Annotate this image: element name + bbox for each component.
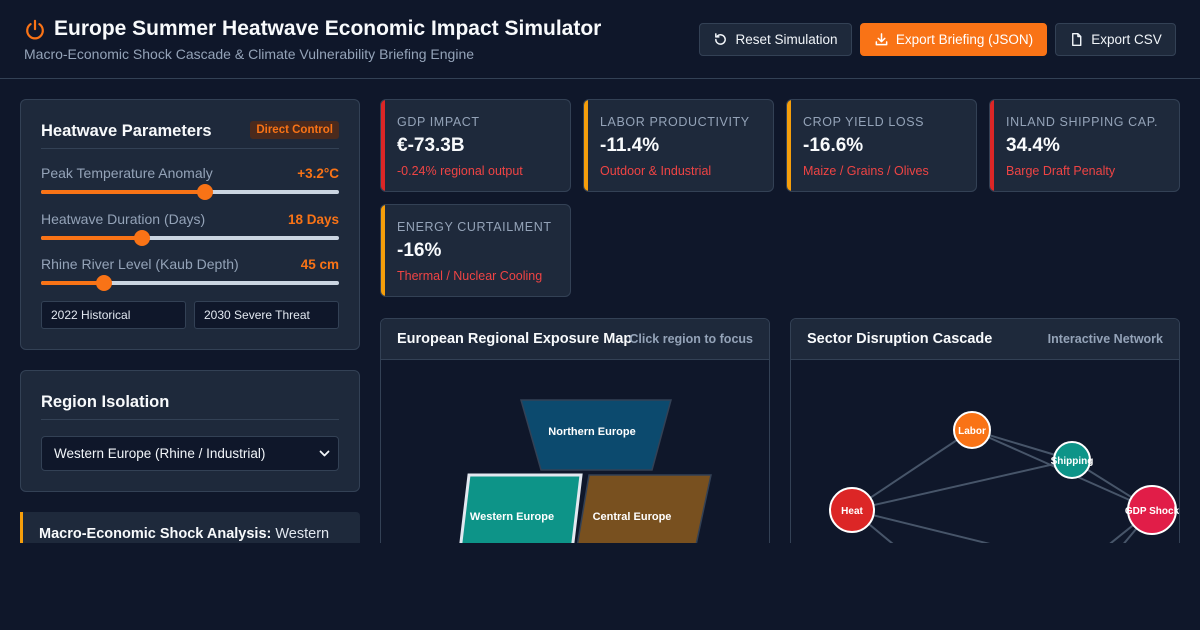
- preset-2022-historical-button[interactable]: 2022 Historical: [41, 301, 186, 329]
- map-hint: Click region to focus: [629, 332, 753, 346]
- app-subtitle: Macro-Economic Shock Cascade & Climate V…: [24, 46, 475, 62]
- map-title: European Regional Exposure Map: [397, 331, 633, 347]
- sector-cascade-panel: Sector Disruption Cascade Interactive Ne…: [790, 318, 1180, 558]
- region-select[interactable]: Western Europe (Rhine / Industrial): [41, 436, 339, 471]
- network-title: Sector Disruption Cascade: [807, 331, 993, 347]
- kpi-card-shipping: INLAND SHIPPING CAP. 34.4% Barge Draft P…: [989, 99, 1180, 192]
- kpi-accent: [381, 100, 385, 191]
- shock-analysis-callout: Macro-Economic Shock Analysis: Western: [20, 512, 360, 543]
- temperature-label: Peak Temperature Anomaly: [41, 165, 213, 181]
- region-label: Western Europe: [470, 511, 554, 523]
- kpi-card-labor: LABOR PRODUCTIVITY -11.4% Outdoor & Indu…: [583, 99, 774, 192]
- kpi-value: -16.6%: [803, 135, 864, 156]
- analysis-text: Western: [275, 526, 330, 542]
- node-label: Shipping: [1051, 456, 1094, 467]
- kpi-card-gdp: GDP IMPACT €-73.3B -0.24% regional outpu…: [380, 99, 571, 192]
- region-isolation-panel: Region Isolation Western Europe (Rhine /…: [20, 370, 360, 492]
- kpi-label: LABOR PRODUCTIVITY: [600, 115, 750, 129]
- kpi-subtext: Outdoor & Industrial: [600, 164, 712, 178]
- duration-slider[interactable]: [41, 230, 339, 246]
- reset-simulation-button[interactable]: Reset Simulation: [699, 23, 852, 56]
- kpi-label: GDP IMPACT: [397, 115, 480, 129]
- region-select-value: Western Europe (Rhine / Industrial): [54, 446, 266, 461]
- viewport-cutoff: [0, 543, 1200, 630]
- slider-thumb[interactable]: [196, 184, 213, 200]
- region-northern-europe[interactable]: Northern Europe: [520, 399, 672, 471]
- export-briefing-button[interactable]: Export Briefing (JSON): [860, 23, 1047, 56]
- kpi-value: -11.4%: [600, 135, 660, 156]
- kpi-subtext: Maize / Grains / Olives: [803, 164, 929, 178]
- export-csv-button[interactable]: Export CSV: [1055, 23, 1176, 56]
- file-icon: [1072, 32, 1082, 47]
- temperature-slider[interactable]: [41, 184, 339, 200]
- kpi-value: 34.4%: [1006, 135, 1060, 156]
- rhine-level-slider[interactable]: [41, 275, 339, 291]
- heatwave-parameters-panel: Heatwave Parameters Direct Control Peak …: [20, 99, 360, 350]
- kpi-subtext: -0.24% regional output: [397, 164, 523, 178]
- app-title: Europe Summer Heatwave Economic Impact S…: [54, 17, 602, 40]
- kpi-accent: [381, 205, 385, 296]
- rhine-level-value: 45 cm: [300, 257, 339, 272]
- region-western-europe[interactable]: Western Europe: [457, 473, 583, 558]
- network-node-heat[interactable]: Heat: [829, 487, 875, 533]
- node-label: GDP Shock: [1125, 506, 1180, 517]
- chevron-down-icon: [319, 450, 330, 457]
- kpi-subtext: Thermal / Nuclear Cooling: [397, 269, 543, 283]
- reset-icon: [715, 33, 727, 45]
- kpi-label: CROP YIELD LOSS: [803, 115, 925, 129]
- network-node-gdp-shock[interactable]: GDP Shock: [1125, 485, 1180, 535]
- panel-title: Heatwave Parameters: [41, 122, 212, 140]
- export-briefing-label: Export Briefing (JSON): [895, 32, 1034, 47]
- region-label: Central Europe: [593, 511, 672, 523]
- direct-control-badge: Direct Control: [250, 121, 339, 139]
- kpi-value: -16%: [397, 240, 442, 261]
- slider-thumb[interactable]: [134, 230, 151, 246]
- duration-value: 18 Days: [287, 212, 339, 227]
- kpi-accent: [990, 100, 994, 191]
- app-header: Europe Summer Heatwave Economic Impact S…: [0, 0, 1200, 79]
- kpi-label: INLAND SHIPPING CAP.: [1006, 115, 1159, 129]
- reset-simulation-label: Reset Simulation: [735, 32, 838, 47]
- kpi-subtext: Barge Draft Penalty: [1006, 164, 1116, 178]
- kpi-value: €-73.3B: [397, 135, 465, 156]
- download-icon: [875, 33, 888, 46]
- exposure-map: Northern Europe Western Europe Central E…: [457, 399, 712, 558]
- region-central-europe[interactable]: Central Europe: [574, 474, 712, 558]
- kpi-card-energy: ENERGY CURTAILMENT -16% Thermal / Nuclea…: [380, 204, 571, 297]
- power-icon: [26, 19, 44, 40]
- region-label: Northern Europe: [548, 426, 635, 438]
- temperature-value: +3.2°C: [297, 166, 339, 181]
- network-hint: Interactive Network: [1047, 332, 1163, 346]
- network-node-labor[interactable]: Labor: [953, 411, 991, 449]
- kpi-accent: [584, 100, 588, 191]
- kpi-card-crop: CROP YIELD LOSS -16.6% Maize / Grains / …: [786, 99, 977, 192]
- kpi-accent: [787, 100, 791, 191]
- slider-thumb[interactable]: [95, 275, 112, 291]
- duration-label: Heatwave Duration (Days): [41, 211, 206, 227]
- divider: [41, 148, 339, 149]
- panel-title: Region Isolation: [41, 393, 170, 411]
- node-label: Labor: [958, 426, 986, 437]
- sector-network: Heat Labor Shipping GDP Shock: [829, 411, 1180, 557]
- analysis-heading: Macro-Economic Shock Analysis:: [39, 526, 272, 542]
- divider: [41, 419, 339, 420]
- kpi-label: ENERGY CURTAILMENT: [397, 220, 552, 234]
- rhine-level-label: Rhine River Level (Kaub Depth): [41, 256, 239, 272]
- network-edges: [851, 429, 1153, 557]
- node-label: Heat: [841, 506, 863, 517]
- preset-2030-severe-button[interactable]: 2030 Severe Threat: [194, 301, 339, 329]
- network-node-shipping[interactable]: Shipping: [1051, 441, 1094, 479]
- exposure-map-panel: European Regional Exposure Map Click reg…: [380, 318, 770, 558]
- export-csv-label: Export CSV: [1091, 32, 1162, 47]
